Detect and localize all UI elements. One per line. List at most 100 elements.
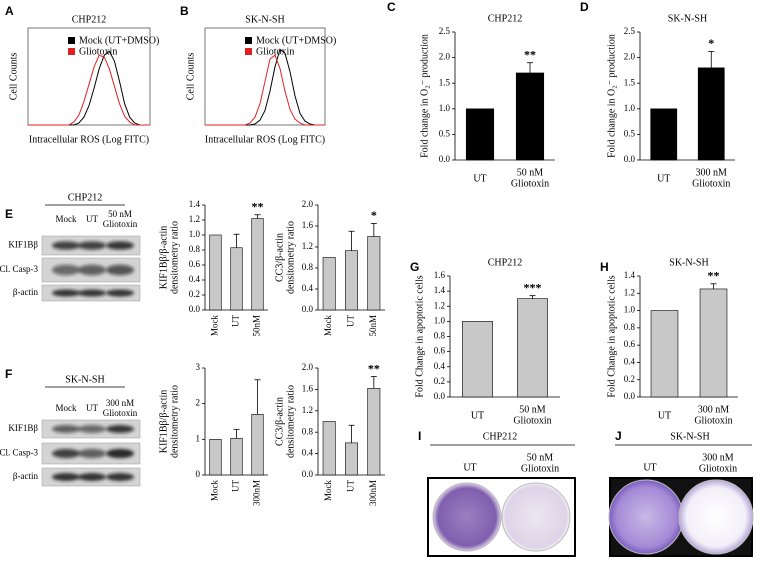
legend-label: Mock (UT+DMSO): [79, 35, 159, 46]
bar: [699, 288, 728, 398]
x-tick-label: UT: [231, 480, 241, 492]
y-tick-label: 2: [196, 398, 201, 408]
bar: [230, 247, 243, 311]
chart-title: CHP212: [72, 14, 106, 25]
y-axis-label: CC3/β-actindensitometry ratio: [275, 221, 297, 294]
blot-band: [78, 264, 106, 276]
significance: *: [708, 36, 714, 50]
y-tick-label: 0.0: [434, 391, 446, 401]
text-line: 300 nM: [106, 398, 134, 408]
panel-letter: J: [615, 429, 622, 443]
bar: [322, 257, 336, 311]
well-label: 50 nM Gliotoxin: [521, 453, 559, 475]
panel-letter: I: [418, 429, 421, 443]
well: [608, 479, 684, 555]
bar: [322, 421, 336, 476]
bar: [650, 108, 678, 161]
x-tick-label: UT: [657, 173, 670, 184]
blot-band: [52, 289, 80, 297]
well: [501, 482, 571, 552]
plate-title: CHP212: [483, 431, 517, 442]
legend-swatch: [68, 48, 75, 55]
legend-label: Gliotoxin: [79, 46, 117, 57]
significance: **: [368, 361, 380, 375]
y-tick-label: 1.4: [434, 285, 446, 295]
y-tick-label: 1.2: [189, 214, 200, 224]
text-line: Gliotoxin: [692, 179, 730, 190]
y-tick-label: 2.0: [624, 52, 636, 62]
y-tick-label: 1.4: [189, 199, 201, 209]
y-tick-label: 0.6: [624, 339, 636, 349]
legend-swatch: [68, 37, 75, 44]
lane-label: 50 nM Gliotoxin: [103, 209, 138, 229]
blot-band: [106, 473, 134, 481]
y-axis-label: Cell Counts: [8, 53, 19, 101]
x-tick-label: 50 nM Gliotoxin: [513, 405, 551, 427]
bar: [517, 298, 548, 398]
blot-band: [106, 289, 134, 297]
bar: [209, 439, 222, 476]
text-line: 50 nM: [519, 405, 546, 416]
y-tick-label: 1.6: [302, 383, 314, 393]
well-label: UT: [643, 462, 656, 473]
text-line: densitometry ratio: [170, 385, 181, 458]
chart-title: SK-N-SH: [668, 13, 707, 24]
significance: *: [371, 208, 377, 222]
lane-label: Mock: [56, 403, 77, 413]
x-tick-label: Mock: [323, 315, 333, 336]
y-tick-label: 1.0: [434, 315, 446, 325]
chart-title: CHP212: [488, 13, 522, 24]
blot-title: SK-N-SH: [65, 374, 104, 385]
text-line: densitometry ratio: [286, 221, 297, 294]
bar: [650, 310, 679, 398]
y-tick-label: 1.4: [624, 270, 636, 280]
panel-letter: E: [5, 207, 13, 221]
y-axis-label: Fold Change in apoptotic cells: [414, 275, 425, 397]
legend-swatch: [245, 37, 252, 44]
plot-frame: [27, 27, 151, 126]
blot-band: [106, 241, 134, 250]
significance: **: [524, 47, 536, 61]
text-line: CC3/β-actin: [275, 233, 286, 282]
y-tick-label: 1.2: [302, 405, 313, 415]
significance: **: [252, 200, 264, 214]
x-tick-label: 300nM: [368, 480, 378, 506]
bar: [251, 414, 264, 476]
panel-letter: G: [410, 260, 419, 274]
text-line: Gliotoxin: [699, 464, 737, 475]
x-tick-label: UT: [346, 480, 356, 492]
blot-band: [52, 241, 80, 250]
text-line: Gliotoxin: [103, 408, 138, 418]
text-line: Gliotoxin: [511, 179, 549, 190]
text-line: 300 nM: [698, 405, 730, 416]
text-line: Gliotoxin: [103, 219, 138, 229]
lane-label: UT: [86, 403, 98, 413]
y-tick-label: 2.0: [302, 362, 314, 372]
y-axis-label: Fold change in O₂⁻ production: [606, 34, 617, 158]
y-tick-label: 0.0: [439, 154, 451, 164]
text-line: KIF1Bβ/β-actin: [159, 226, 170, 290]
blot-band: [52, 473, 80, 481]
x-tick-label: 300nM: [252, 480, 262, 506]
y-tick-label: 0.8: [434, 331, 446, 341]
y-tick-label: 1.0: [624, 103, 636, 113]
significance: **: [708, 269, 720, 283]
y-tick-label: 1.2: [302, 241, 313, 251]
text-line: densitometry ratio: [286, 385, 297, 458]
text-line: CC3/β-actin: [275, 397, 286, 446]
bar: [462, 321, 493, 398]
y-tick-label: 0.8: [189, 244, 201, 254]
y-tick-label: 0.0: [302, 304, 314, 314]
blot-band: [78, 241, 106, 250]
text-line: Gliotoxin: [521, 464, 559, 475]
well: [432, 482, 502, 552]
y-tick-label: 0.6: [434, 346, 446, 356]
row-label: KIF1Bβ: [8, 240, 38, 250]
row-label: β-actin: [13, 471, 39, 481]
histogram-curve: [28, 54, 150, 126]
well-label: UT: [463, 462, 476, 473]
blot-band: [78, 473, 106, 481]
blot-band: [78, 289, 106, 297]
chart-title: SK-N-SH: [669, 257, 708, 268]
y-tick-label: 0.4: [189, 274, 201, 284]
